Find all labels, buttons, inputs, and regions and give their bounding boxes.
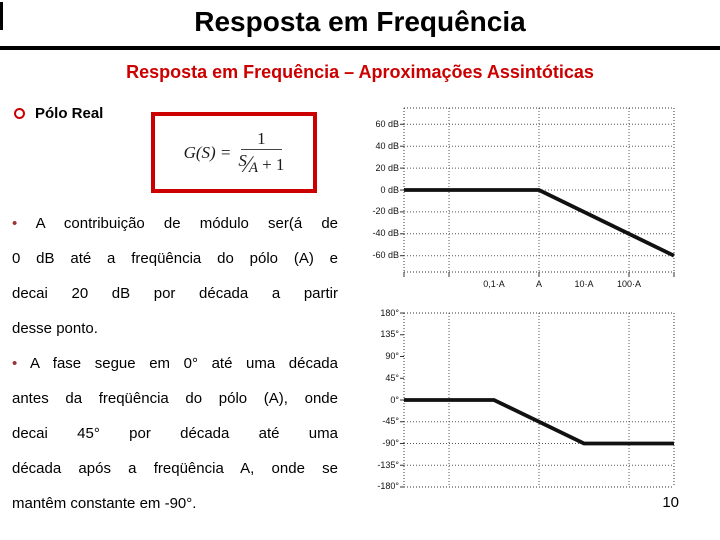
phase-y-tick-label: -135° <box>377 459 399 470</box>
magnitude-y-tick-label: -60 dB <box>372 250 399 261</box>
slide-title: Resposta em Frequência <box>194 6 526 37</box>
x-tick-label: A <box>535 279 543 289</box>
phase-y-tick-label: 0° <box>390 394 399 405</box>
formula-numerator: 1 <box>241 130 282 150</box>
formula-lhs: G(S) = <box>183 142 232 162</box>
transfer-function-formula-box: G(S) = 1 S ∕ A + 1 <box>151 112 317 193</box>
formula-fraction: 1 S ∕ A + 1 <box>238 130 285 178</box>
formula-denominator: S ∕ A + 1 <box>238 151 285 178</box>
body-line: • A contribuição de módulo ser(á de <box>12 215 339 232</box>
polo-real-label: Pólo Real <box>35 105 104 122</box>
magnitude-y-tick-label: -20 dB <box>372 206 399 217</box>
body-line: mantêm constante em -90°. <box>12 495 197 512</box>
page-number: 10 <box>662 494 679 511</box>
body-text-block: • A contribuição de módulo ser(á de 0 dB… <box>12 206 338 521</box>
bullet-icon: • <box>12 355 18 372</box>
body-line: antes da freqüência do pólo (A), onde <box>12 390 338 407</box>
phase-y-tick-label: 180° <box>380 307 399 318</box>
open-circle-bullet-icon <box>14 108 25 119</box>
magnitude-y-tick-label: 0 dB <box>380 184 399 195</box>
phase-y-tick-label: 135° <box>380 329 399 340</box>
magnitude-y-tick-label: -40 dB <box>372 228 399 239</box>
magnitude-y-tick-label: 40 dB <box>375 140 399 151</box>
fraction-slash: ∕ <box>245 151 250 178</box>
phase-y-tick-label: 90° <box>385 351 399 361</box>
slide-edge-mark <box>0 2 3 30</box>
body-line: 0 dB até a freqüência do pólo (A) e <box>12 250 338 267</box>
phase-y-tick-label: -90° <box>382 437 399 448</box>
body-line: decai 20 dB por década a partir <box>12 285 338 302</box>
body-line: decai 45° por década até uma <box>12 425 338 442</box>
body-line: • A fase segue em 0° até uma década <box>12 355 338 372</box>
title-divider-rule <box>0 46 720 50</box>
bullet-icon: • <box>12 215 18 232</box>
polo-real-bullet-row: Pólo Real <box>14 105 103 122</box>
x-tick-label: 0,1·A <box>483 279 505 289</box>
body-line: desse ponto. <box>12 320 98 337</box>
body-line: década após a freqüência A, onde se <box>12 460 338 477</box>
phase-y-tick-label: 45° <box>385 372 399 383</box>
x-tick-label: 100·A <box>616 279 642 289</box>
slide-subtitle: Resposta em Frequência – Aproximações As… <box>126 62 594 82</box>
magnitude-y-tick-label: 60 dB <box>375 118 399 129</box>
phase-y-tick-label: -45° <box>382 416 399 427</box>
phase-y-tick-label: -180° <box>377 481 399 492</box>
magnitude-y-tick-label: 20 dB <box>375 162 399 173</box>
x-tick-label: 10·A <box>574 279 594 289</box>
